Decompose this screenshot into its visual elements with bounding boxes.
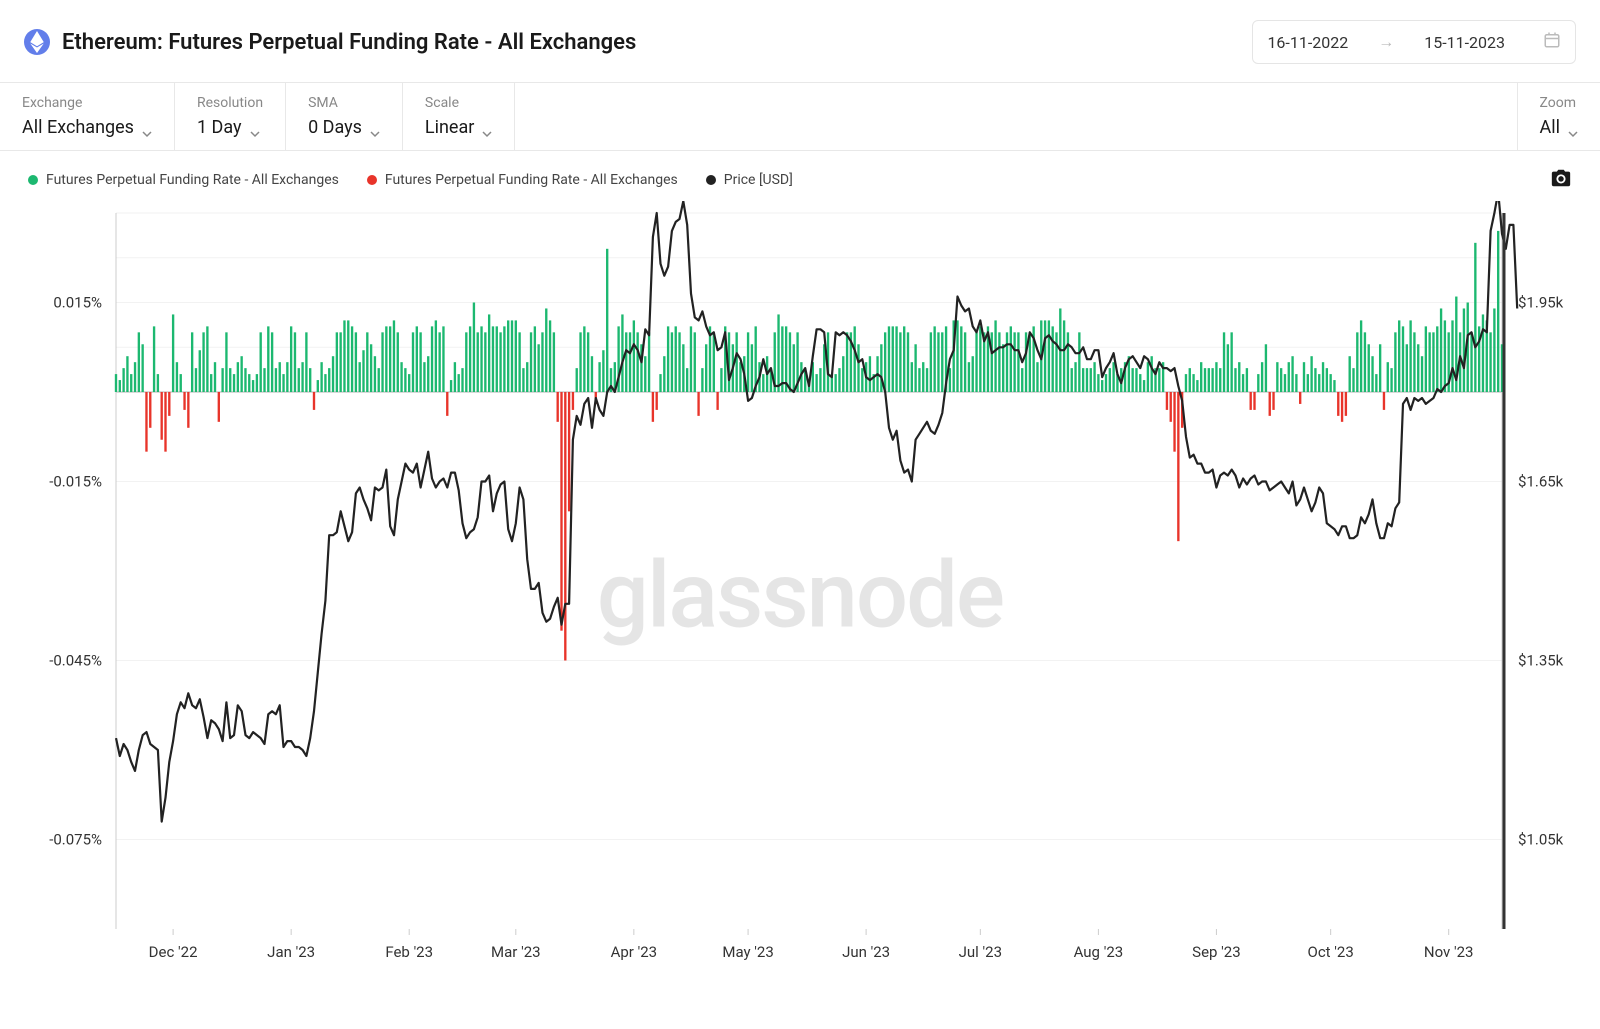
ethereum-icon	[24, 29, 50, 55]
scale-label: Scale	[425, 95, 492, 111]
svg-text:Mar '23: Mar '23	[491, 943, 541, 961]
chevron-down-icon	[142, 123, 152, 133]
svg-text:-0.075%: -0.075%	[49, 831, 102, 849]
zoom-label: Zoom	[1540, 95, 1579, 111]
svg-text:-0.015%: -0.015%	[49, 473, 102, 491]
zoom-value: All	[1540, 117, 1579, 138]
chevron-down-icon	[1568, 123, 1578, 133]
legend-dot-price	[706, 175, 716, 185]
svg-text:$1.65k: $1.65k	[1518, 473, 1564, 491]
exchange-selector[interactable]: Exchange All Exchanges	[0, 83, 175, 150]
svg-text:Jul '23: Jul '23	[959, 943, 1002, 961]
legend-dot-negative	[367, 175, 377, 185]
legend-negative[interactable]: Futures Perpetual Funding Rate - All Exc…	[367, 172, 678, 188]
svg-text:Feb '23: Feb '23	[385, 943, 433, 961]
controls-bar: Exchange All Exchanges Resolution 1 Day …	[0, 82, 1600, 151]
title-section: Ethereum: Futures Perpetual Funding Rate…	[24, 29, 636, 55]
header: Ethereum: Futures Perpetual Funding Rate…	[0, 0, 1600, 82]
svg-text:$1.05k: $1.05k	[1518, 831, 1564, 849]
svg-text:Jan '23: Jan '23	[267, 943, 315, 961]
scale-value: Linear	[425, 117, 492, 138]
sma-selector[interactable]: SMA 0 Days	[286, 83, 403, 150]
chevron-down-icon	[482, 123, 492, 133]
date-to: 15-11-2023	[1424, 33, 1505, 52]
legend-positive[interactable]: Futures Perpetual Funding Rate - All Exc…	[28, 172, 339, 188]
svg-text:$1.95k: $1.95k	[1518, 294, 1564, 312]
zoom-selector[interactable]: Zoom All	[1517, 83, 1600, 150]
svg-text:Apr '23: Apr '23	[611, 943, 658, 961]
sma-label: SMA	[308, 95, 380, 111]
chevron-down-icon	[250, 123, 260, 133]
svg-text:$1.35k: $1.35k	[1518, 652, 1564, 670]
svg-text:0.015%: 0.015%	[53, 294, 102, 312]
svg-text:Oct '23: Oct '23	[1308, 943, 1354, 961]
sma-value: 0 Days	[308, 117, 380, 138]
resolution-selector[interactable]: Resolution 1 Day	[175, 83, 286, 150]
svg-text:Aug '23: Aug '23	[1074, 943, 1124, 961]
chart-container: glassnode 0.015%-0.015%-0.045%-0.075%$1.…	[18, 201, 1582, 991]
chart-legend: Futures Perpetual Funding Rate - All Exc…	[0, 151, 1600, 201]
exchange-value: All Exchanges	[22, 117, 152, 138]
svg-text:-0.045%: -0.045%	[49, 652, 102, 670]
chevron-down-icon	[370, 123, 380, 133]
svg-text:Dec '22: Dec '22	[149, 943, 198, 961]
page-title: Ethereum: Futures Perpetual Funding Rate…	[62, 30, 636, 55]
date-from: 16-11-2022	[1267, 33, 1348, 52]
exchange-label: Exchange	[22, 95, 152, 111]
resolution-label: Resolution	[197, 95, 263, 111]
calendar-icon	[1543, 31, 1561, 53]
resolution-value: 1 Day	[197, 117, 263, 138]
svg-text:Nov '23: Nov '23	[1424, 943, 1474, 961]
legend-price[interactable]: Price [USD]	[706, 172, 793, 188]
scale-selector[interactable]: Scale Linear	[403, 83, 515, 150]
svg-text:May '23: May '23	[722, 943, 773, 961]
date-range-picker[interactable]: 16-11-2022 → 15-11-2023	[1252, 20, 1576, 64]
arrow-right-icon: →	[1378, 32, 1394, 52]
svg-text:Sep '23: Sep '23	[1192, 943, 1241, 961]
legend-dot-positive	[28, 175, 38, 185]
main-chart[interactable]: 0.015% -0.015% -0.045% -0.075% $1.95k $1.65k $…	[18, 201, 1582, 991]
svg-text:Jun '23: Jun '23	[842, 943, 890, 961]
screenshot-icon[interactable]	[1550, 167, 1572, 193]
